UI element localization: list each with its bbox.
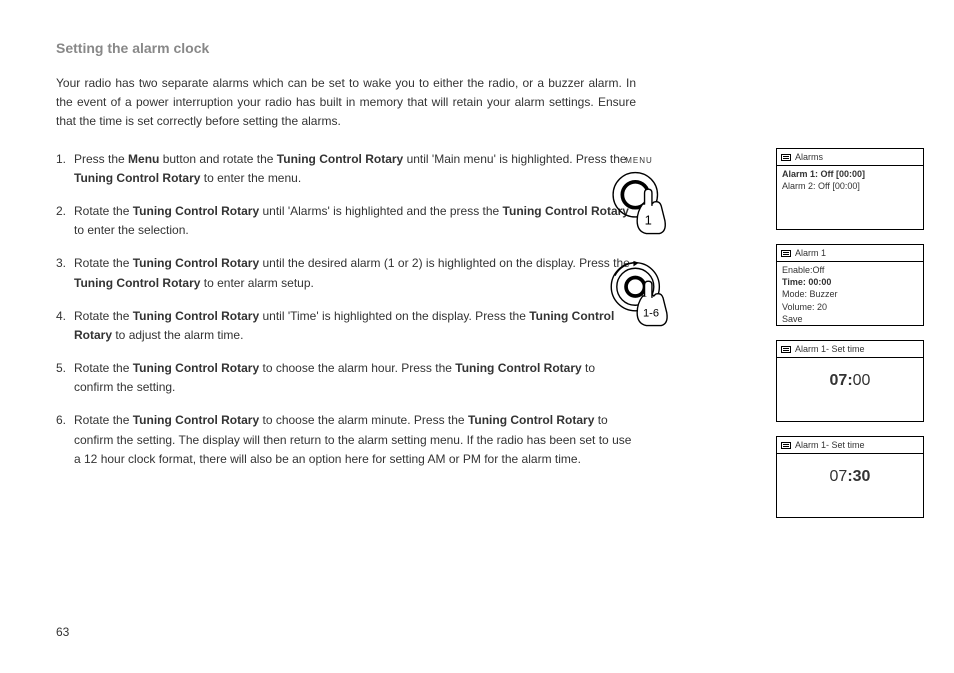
- dial-column: MENU 1 1-6: [594, 156, 684, 351]
- screen-header: Alarm 1- Set time: [777, 341, 923, 358]
- intro-paragraph: Your radio has two separate alarms which…: [56, 74, 636, 132]
- step-3: 3. Rotate the Tuning Control Rotary unti…: [56, 254, 636, 292]
- step-2: 2. Rotate the Tuning Control Rotary unti…: [56, 202, 636, 240]
- menu-icon: [781, 154, 791, 161]
- screen-line: Alarm 1: Off [00:00]: [782, 168, 918, 180]
- step-text: Rotate the Tuning Control Rotary until t…: [74, 254, 636, 292]
- right-column: MENU 1 1-6 A: [694, 148, 924, 532]
- dial-rotate-icon: 1-6: [602, 259, 676, 333]
- step-6: 6. Rotate the Tuning Control Rotary to c…: [56, 411, 636, 469]
- step-5: 5. Rotate the Tuning Control Rotary to c…: [56, 359, 636, 397]
- bold-text: Tuning Control Rotary: [277, 152, 403, 166]
- text: button and rotate the: [159, 152, 276, 166]
- bold-text: Menu: [128, 152, 159, 166]
- bold-text: Tuning Control Rotary: [133, 361, 259, 375]
- text: Rotate the: [74, 204, 133, 218]
- bold-text: Tuning Control Rotary: [74, 276, 200, 290]
- dial-label-2: 1-6: [643, 307, 659, 319]
- text: to enter alarm setup.: [200, 276, 313, 290]
- menu-icon: [781, 346, 791, 353]
- step-1: 1. Press the Menu button and rotate the …: [56, 150, 636, 188]
- bold-text: Tuning Control Rotary: [133, 204, 259, 218]
- text: to adjust the alarm time.: [112, 328, 243, 342]
- text: until the desired alarm (1 or 2) is high…: [259, 256, 630, 270]
- time-minute: :30: [847, 468, 870, 485]
- time-hour: 07: [830, 468, 848, 485]
- step-text: Rotate the Tuning Control Rotary until '…: [74, 202, 636, 240]
- text: to choose the alarm hour. Press the: [259, 361, 455, 375]
- screen-body: Alarm 1: Off [00:00] Alarm 2: Off [00:00…: [777, 166, 923, 194]
- step-text: Rotate the Tuning Control Rotary to choo…: [74, 411, 636, 469]
- screen-alarms: Alarms Alarm 1: Off [00:00] Alarm 2: Off…: [776, 148, 924, 230]
- steps-list: 1. Press the Menu button and rotate the …: [56, 150, 636, 469]
- text: Rotate the: [74, 413, 133, 427]
- step-number: 5.: [56, 359, 74, 397]
- step-number: 6.: [56, 411, 74, 469]
- bold-text: Tuning Control Rotary: [133, 309, 259, 323]
- text: to enter the selection.: [74, 223, 189, 237]
- screen-header: Alarm 1: [777, 245, 923, 262]
- screen-line: Alarm 2: Off [00:00]: [782, 180, 918, 192]
- text: to enter the menu.: [200, 171, 301, 185]
- bold-text: Tuning Control Rotary: [133, 413, 259, 427]
- step-number: 3.: [56, 254, 74, 292]
- screen-set-time-hour: Alarm 1- Set time 07:00: [776, 340, 924, 422]
- dial-label-1: 1: [645, 212, 652, 227]
- text: until 'Alarms' is highlighted and the pr…: [259, 204, 502, 218]
- page-title: Setting the alarm clock: [56, 40, 926, 56]
- step-number: 2.: [56, 202, 74, 240]
- screen-line: Mode: Buzzer: [782, 288, 918, 300]
- time-display: 07:30: [777, 454, 923, 488]
- text: Press the: [74, 152, 128, 166]
- screen-title: Alarm 1- Set time: [795, 439, 865, 451]
- step-text: Press the Menu button and rotate the Tun…: [74, 150, 636, 188]
- screen-title: Alarm 1- Set time: [795, 343, 865, 355]
- page-number: 63: [56, 625, 69, 639]
- bold-text: Tuning Control Rotary: [74, 171, 200, 185]
- step-text: Rotate the Tuning Control Rotary until '…: [74, 307, 636, 345]
- screen-line: Enable:Off: [782, 264, 918, 276]
- menu-icon: [781, 250, 791, 257]
- screen-header: Alarm 1- Set time: [777, 437, 923, 454]
- screen-title: Alarm 1: [795, 247, 826, 259]
- step-4: 4. Rotate the Tuning Control Rotary unti…: [56, 307, 636, 345]
- bold-text: Tuning Control Rotary: [455, 361, 581, 375]
- menu-icon: [781, 442, 791, 449]
- screen-line: Time: 00:00: [782, 276, 918, 288]
- time-display: 07:00: [777, 358, 923, 392]
- bold-text: Tuning Control Rotary: [133, 256, 259, 270]
- screen-title: Alarms: [795, 151, 823, 163]
- bold-text: Tuning Control Rotary: [468, 413, 594, 427]
- step-number: 1.: [56, 150, 74, 188]
- screen-set-time-minute: Alarm 1- Set time 07:30: [776, 436, 924, 518]
- time-hour: 07:: [830, 372, 853, 389]
- screen-line: Volume: 20: [782, 301, 918, 313]
- text: to choose the alarm minute. Press the: [259, 413, 468, 427]
- text: Rotate the: [74, 361, 133, 375]
- time-minute: 00: [853, 372, 871, 389]
- dial-press-icon: 1: [602, 167, 676, 241]
- step-number: 4.: [56, 307, 74, 345]
- text: until 'Time' is highlighted on the displ…: [259, 309, 529, 323]
- screen-alarm1-settings: Alarm 1 Enable:Off Time: 00:00 Mode: Buz…: [776, 244, 924, 326]
- step-text: Rotate the Tuning Control Rotary to choo…: [74, 359, 636, 397]
- screen-body: Enable:Off Time: 00:00 Mode: Buzzer Volu…: [777, 262, 923, 327]
- text: Rotate the: [74, 256, 133, 270]
- text: Rotate the: [74, 309, 133, 323]
- screen-header: Alarms: [777, 149, 923, 166]
- menu-label: MENU: [594, 156, 684, 165]
- screen-line: Save: [782, 313, 918, 325]
